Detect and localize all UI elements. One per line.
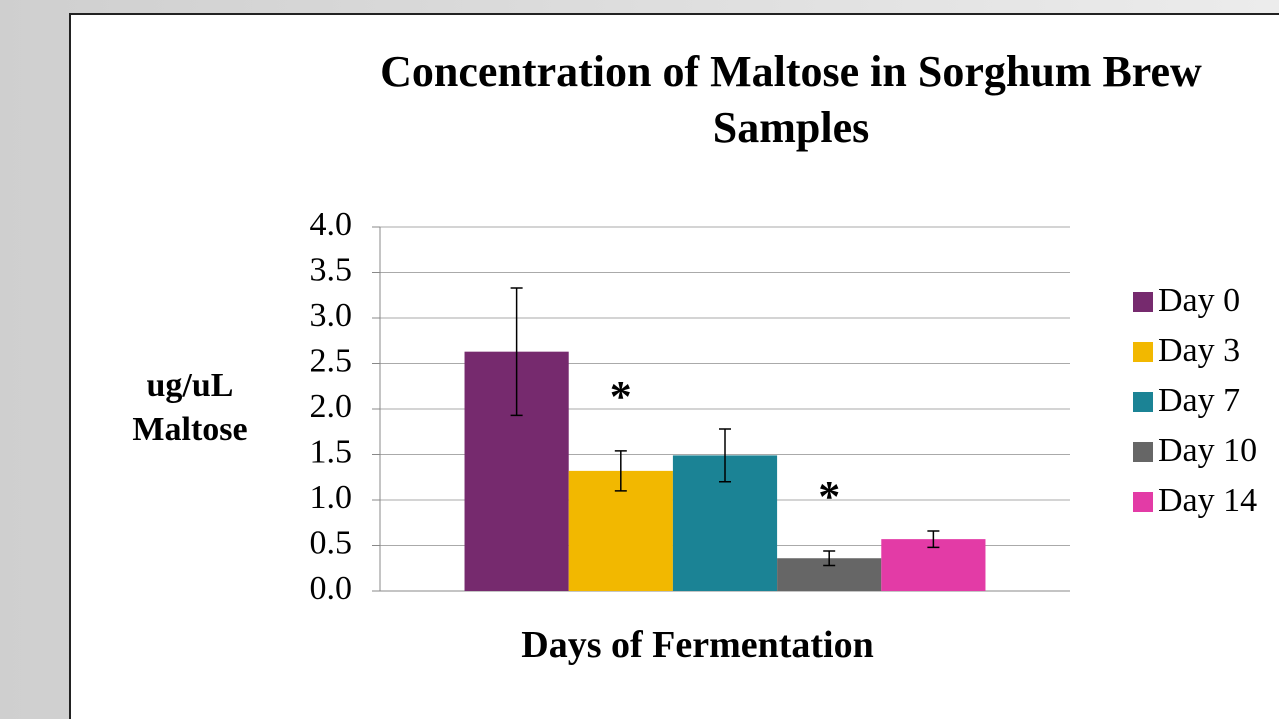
y-tick-label: 4.0 <box>310 206 353 243</box>
error-bar <box>927 530 940 549</box>
y-tick-label: 3.5 <box>310 251 353 288</box>
legend-swatch <box>1133 442 1153 462</box>
x-axis-label: Days of Fermentation <box>521 624 874 666</box>
y-tick-label: 1.0 <box>310 479 353 516</box>
legend-label: Day 14 <box>1158 482 1257 519</box>
y-tick-label: 3.0 <box>310 297 353 334</box>
y-tick-label: 1.5 <box>310 433 353 470</box>
error-bar <box>719 428 731 483</box>
y-tick-label: 0.0 <box>310 570 353 607</box>
significance-mark: * <box>610 372 632 421</box>
y-tick-label: 2.0 <box>310 388 353 425</box>
y-tick-label: 2.5 <box>310 342 353 379</box>
chart-frame <box>69 13 1279 719</box>
error-bar <box>823 550 836 567</box>
y-tick-label: 0.5 <box>310 524 353 561</box>
legend-swatch <box>1133 492 1153 512</box>
legend-swatch <box>1133 292 1153 312</box>
chart-title: Concentration of Maltose in Sorghum Brew… <box>380 47 1202 152</box>
legend-label: Day 3 <box>1158 332 1240 369</box>
legend-label: Day 10 <box>1158 432 1257 469</box>
error-bar <box>614 450 627 492</box>
error-bar <box>510 287 523 417</box>
significance-mark: * <box>818 472 840 521</box>
legend-label: Day 7 <box>1158 382 1240 419</box>
legend-swatch <box>1133 342 1153 362</box>
legend-swatch <box>1133 392 1153 412</box>
y-axis-label: ug/uL Maltose <box>132 367 248 448</box>
legend-label: Day 0 <box>1158 282 1240 319</box>
